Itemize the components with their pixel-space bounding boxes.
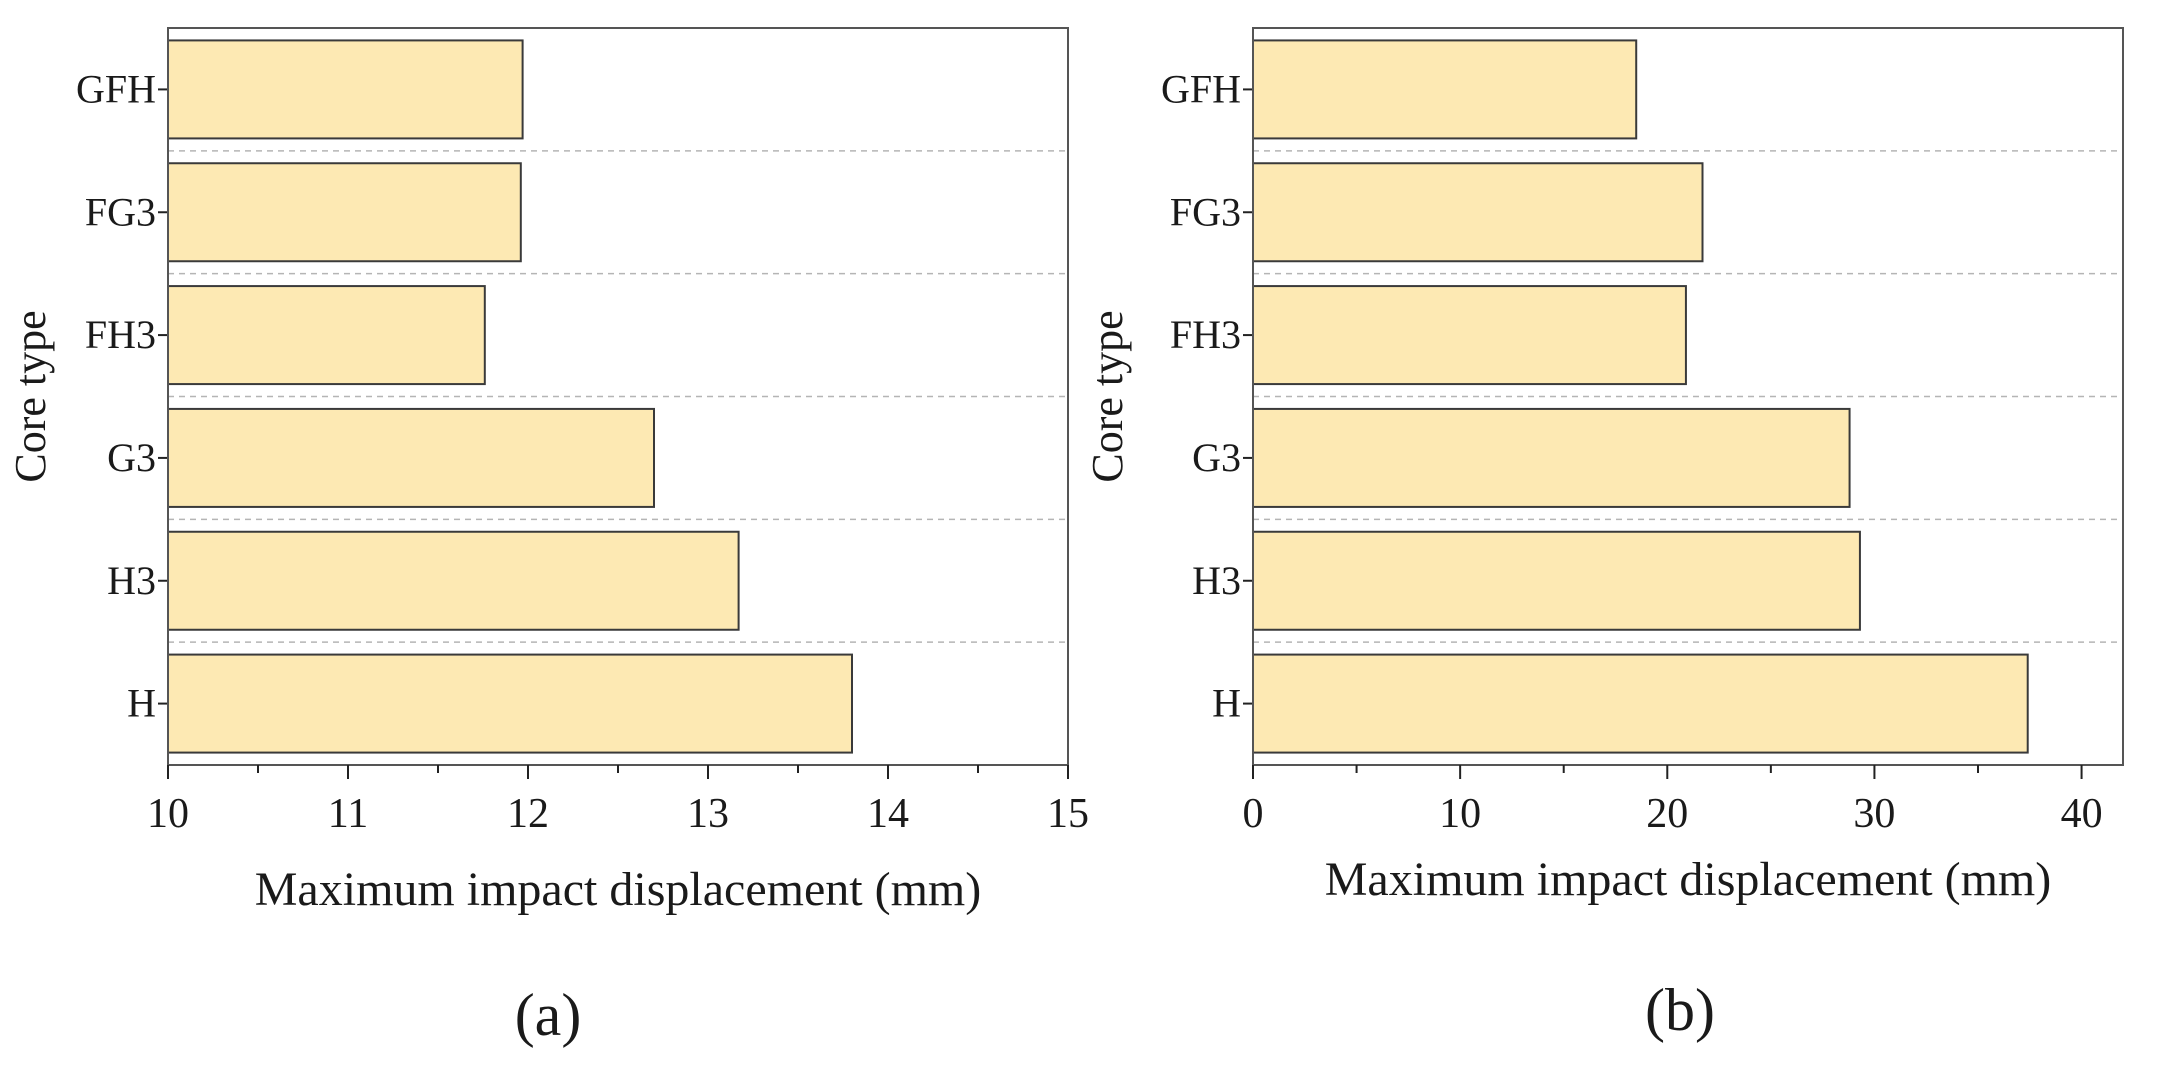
panel-a-bar-gfh xyxy=(167,39,524,140)
panel-b-xtick-label: 20 xyxy=(1646,791,1688,837)
panel-b-xtick-label: 10 xyxy=(1439,791,1481,837)
panel-a-xtick-label: 12 xyxy=(507,791,549,837)
panel-b-category-label-fh3: FH3 xyxy=(1170,312,1241,357)
panel-b-bar-gfh xyxy=(1252,39,1638,140)
panel-a-xtick-label: 10 xyxy=(147,791,189,837)
panel-a-x-axis-title: Maximum impact displacement (mm) xyxy=(255,863,982,916)
panel-a-xtick-label: 11 xyxy=(328,791,368,837)
panel-a-category-label-h: H xyxy=(127,681,156,726)
panel-a-group: GFH FG3 FH3 G3 H3 H 10 11 12 13 14 15 Maximum impact… xyxy=(6,27,1089,1048)
panel-a-category-label-g3: G3 xyxy=(107,435,156,480)
panel-b-xtick-label: 0 xyxy=(1243,791,1264,837)
panel-b-category-label-h: H xyxy=(1212,681,1241,726)
panel-b-bar-h3 xyxy=(1252,530,1861,631)
panel-a-bar-fg3 xyxy=(167,162,522,263)
panel-b-bar-g3 xyxy=(1252,407,1851,508)
panel-a-y-axis-title: Core type xyxy=(6,310,55,482)
panel-b-category-label-gfh: GFH xyxy=(1161,66,1241,111)
panel-b-bar-fh3 xyxy=(1252,285,1687,386)
panel-a-xtick-label: 13 xyxy=(687,791,729,837)
panel-b-xtick-label: 40 xyxy=(2061,791,2103,837)
panel-b-category-label-h3: H3 xyxy=(1192,558,1241,603)
panel-b-category-label-g3: G3 xyxy=(1192,435,1241,480)
panel-a-xtick-label: 14 xyxy=(867,791,909,837)
panel-a-label: (a) xyxy=(515,982,582,1048)
panel-b-x-axis-title: Maximum impact displacement (mm) xyxy=(1325,853,2052,906)
panel-a-category-label-gfh: GFH xyxy=(76,66,156,111)
panel-b-y-axis-title: Core type xyxy=(1083,310,1132,482)
panel-b-category-label-fg3: FG3 xyxy=(1170,189,1241,234)
panel-a-xtick-label: 15 xyxy=(1047,791,1089,837)
panel-a-category-label-fh3: FH3 xyxy=(85,312,156,357)
panel-a-bar-g3 xyxy=(167,407,655,508)
panel-a-category-label-h3: H3 xyxy=(107,558,156,603)
panel-b-label: (b) xyxy=(1645,977,1715,1043)
panel-a-category-label-fg3: FG3 xyxy=(85,189,156,234)
panel-a-bar-fh3 xyxy=(167,285,486,386)
panel-b-xtick-label: 30 xyxy=(1853,791,1895,837)
panel-a-bar-h xyxy=(167,653,853,754)
panel-b-bar-h xyxy=(1252,653,2029,754)
panel-a-bar-h3 xyxy=(167,530,740,631)
panel-b-frame xyxy=(1252,27,2124,766)
panel-b-bar-fg3 xyxy=(1252,162,1704,263)
